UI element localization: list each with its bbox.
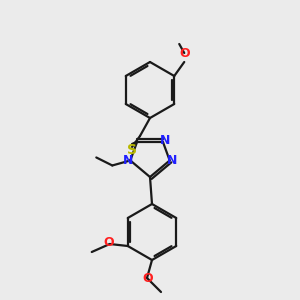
Text: O: O <box>103 236 114 250</box>
Text: S: S <box>127 143 137 157</box>
Text: O: O <box>143 272 153 286</box>
Text: N: N <box>160 134 170 147</box>
Text: N: N <box>123 154 134 167</box>
Text: O: O <box>179 47 190 60</box>
Text: N: N <box>167 154 177 167</box>
